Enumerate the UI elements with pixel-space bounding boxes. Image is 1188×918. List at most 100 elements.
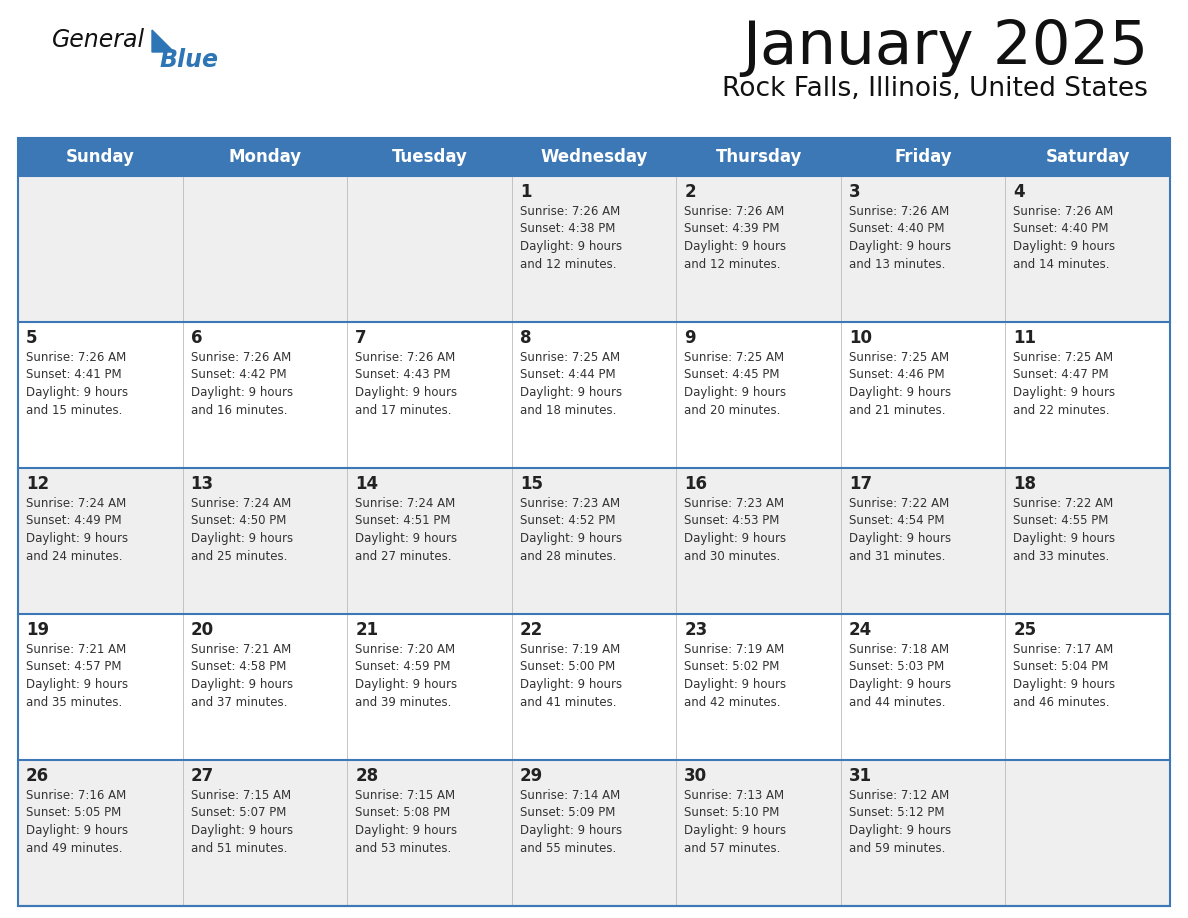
Text: Daylight: 9 hours: Daylight: 9 hours	[190, 386, 292, 399]
Text: Sunrise: 7:26 AM: Sunrise: 7:26 AM	[684, 205, 784, 218]
Text: and 59 minutes.: and 59 minutes.	[849, 842, 946, 855]
Text: Daylight: 9 hours: Daylight: 9 hours	[519, 678, 621, 691]
Text: Sunrise: 7:22 AM: Sunrise: 7:22 AM	[849, 497, 949, 510]
Bar	[347, 138, 512, 176]
Text: Daylight: 9 hours: Daylight: 9 hours	[519, 386, 621, 399]
Text: Daylight: 9 hours: Daylight: 9 hours	[684, 240, 786, 253]
Text: and 57 minutes.: and 57 minutes.	[684, 842, 781, 855]
Text: and 30 minutes.: and 30 minutes.	[684, 550, 781, 563]
Text: Sunset: 4:51 PM: Sunset: 4:51 PM	[355, 514, 450, 528]
Text: 2: 2	[684, 183, 696, 201]
Text: Saturday: Saturday	[1045, 148, 1130, 166]
Text: 8: 8	[519, 329, 531, 347]
Text: and 37 minutes.: and 37 minutes.	[190, 696, 287, 709]
Text: 20: 20	[190, 621, 214, 639]
Text: Sunset: 4:40 PM: Sunset: 4:40 PM	[1013, 222, 1108, 236]
Text: Sunset: 4:58 PM: Sunset: 4:58 PM	[190, 660, 286, 674]
Bar	[1005, 138, 1170, 176]
Text: Sunrise: 7:13 AM: Sunrise: 7:13 AM	[684, 789, 784, 802]
Text: 29: 29	[519, 767, 543, 785]
Text: Sunrise: 7:26 AM: Sunrise: 7:26 AM	[190, 351, 291, 364]
Text: and 25 minutes.: and 25 minutes.	[190, 550, 287, 563]
Text: Sunset: 5:10 PM: Sunset: 5:10 PM	[684, 807, 779, 820]
Text: 11: 11	[1013, 329, 1036, 347]
Text: Tuesday: Tuesday	[392, 148, 467, 166]
Text: Sunrise: 7:20 AM: Sunrise: 7:20 AM	[355, 643, 455, 656]
Text: Sunset: 4:46 PM: Sunset: 4:46 PM	[849, 368, 944, 382]
Text: Sunrise: 7:23 AM: Sunrise: 7:23 AM	[684, 497, 784, 510]
Text: Sunset: 4:39 PM: Sunset: 4:39 PM	[684, 222, 779, 236]
Text: Sunset: 4:44 PM: Sunset: 4:44 PM	[519, 368, 615, 382]
Text: Daylight: 9 hours: Daylight: 9 hours	[355, 824, 457, 837]
Bar	[18, 322, 1170, 468]
Text: Daylight: 9 hours: Daylight: 9 hours	[849, 386, 950, 399]
Text: 13: 13	[190, 475, 214, 493]
Text: 28: 28	[355, 767, 378, 785]
Text: Wednesday: Wednesday	[541, 148, 647, 166]
Text: Daylight: 9 hours: Daylight: 9 hours	[519, 532, 621, 545]
Text: Daylight: 9 hours: Daylight: 9 hours	[26, 532, 128, 545]
Text: Sunrise: 7:24 AM: Sunrise: 7:24 AM	[190, 497, 291, 510]
Text: and 39 minutes.: and 39 minutes.	[355, 696, 451, 709]
Text: and 35 minutes.: and 35 minutes.	[26, 696, 122, 709]
Text: Sunset: 4:53 PM: Sunset: 4:53 PM	[684, 514, 779, 528]
Text: and 18 minutes.: and 18 minutes.	[519, 404, 617, 417]
Text: and 24 minutes.: and 24 minutes.	[26, 550, 122, 563]
Text: 26: 26	[26, 767, 49, 785]
Text: and 22 minutes.: and 22 minutes.	[1013, 404, 1110, 417]
Text: 31: 31	[849, 767, 872, 785]
Text: General: General	[52, 28, 145, 52]
Text: Sunrise: 7:26 AM: Sunrise: 7:26 AM	[26, 351, 126, 364]
Text: Friday: Friday	[895, 148, 952, 166]
Bar	[18, 138, 1170, 906]
Text: and 46 minutes.: and 46 minutes.	[1013, 696, 1110, 709]
Text: Daylight: 9 hours: Daylight: 9 hours	[26, 386, 128, 399]
Text: 4: 4	[1013, 183, 1025, 201]
Text: Sunrise: 7:24 AM: Sunrise: 7:24 AM	[26, 497, 126, 510]
Text: 10: 10	[849, 329, 872, 347]
Text: Rock Falls, Illinois, United States: Rock Falls, Illinois, United States	[722, 76, 1148, 102]
Text: Daylight: 9 hours: Daylight: 9 hours	[1013, 240, 1116, 253]
Text: Sunset: 4:38 PM: Sunset: 4:38 PM	[519, 222, 615, 236]
Text: and 53 minutes.: and 53 minutes.	[355, 842, 451, 855]
Text: Daylight: 9 hours: Daylight: 9 hours	[26, 678, 128, 691]
Text: Sunrise: 7:12 AM: Sunrise: 7:12 AM	[849, 789, 949, 802]
Text: 15: 15	[519, 475, 543, 493]
Text: Daylight: 9 hours: Daylight: 9 hours	[355, 386, 457, 399]
Text: Sunset: 5:09 PM: Sunset: 5:09 PM	[519, 807, 615, 820]
Text: Sunset: 5:04 PM: Sunset: 5:04 PM	[1013, 660, 1108, 674]
Text: Daylight: 9 hours: Daylight: 9 hours	[355, 532, 457, 545]
Text: 30: 30	[684, 767, 707, 785]
Text: 9: 9	[684, 329, 696, 347]
Text: Daylight: 9 hours: Daylight: 9 hours	[26, 824, 128, 837]
Text: Sunset: 4:47 PM: Sunset: 4:47 PM	[1013, 368, 1110, 382]
Text: Daylight: 9 hours: Daylight: 9 hours	[684, 386, 786, 399]
Text: and 14 minutes.: and 14 minutes.	[1013, 258, 1110, 271]
Polygon shape	[152, 30, 173, 52]
Text: 16: 16	[684, 475, 707, 493]
Text: Sunset: 4:55 PM: Sunset: 4:55 PM	[1013, 514, 1108, 528]
Text: Daylight: 9 hours: Daylight: 9 hours	[190, 824, 292, 837]
Text: Sunset: 5:02 PM: Sunset: 5:02 PM	[684, 660, 779, 674]
Text: Daylight: 9 hours: Daylight: 9 hours	[1013, 532, 1116, 545]
Text: Daylight: 9 hours: Daylight: 9 hours	[849, 240, 950, 253]
Text: and 20 minutes.: and 20 minutes.	[684, 404, 781, 417]
Text: Daylight: 9 hours: Daylight: 9 hours	[849, 824, 950, 837]
Text: Sunrise: 7:26 AM: Sunrise: 7:26 AM	[519, 205, 620, 218]
Text: Sunrise: 7:25 AM: Sunrise: 7:25 AM	[849, 351, 949, 364]
Text: Daylight: 9 hours: Daylight: 9 hours	[684, 532, 786, 545]
Text: Sunset: 4:42 PM: Sunset: 4:42 PM	[190, 368, 286, 382]
Text: and 21 minutes.: and 21 minutes.	[849, 404, 946, 417]
Text: Sunrise: 7:25 AM: Sunrise: 7:25 AM	[1013, 351, 1113, 364]
Text: Sunset: 4:59 PM: Sunset: 4:59 PM	[355, 660, 450, 674]
Text: Sunset: 4:52 PM: Sunset: 4:52 PM	[519, 514, 615, 528]
Text: 25: 25	[1013, 621, 1037, 639]
Text: 27: 27	[190, 767, 214, 785]
Text: Sunset: 5:08 PM: Sunset: 5:08 PM	[355, 807, 450, 820]
Text: 24: 24	[849, 621, 872, 639]
Text: and 55 minutes.: and 55 minutes.	[519, 842, 615, 855]
Text: 21: 21	[355, 621, 378, 639]
Text: and 28 minutes.: and 28 minutes.	[519, 550, 617, 563]
Text: and 31 minutes.: and 31 minutes.	[849, 550, 946, 563]
Text: Thursday: Thursday	[715, 148, 802, 166]
